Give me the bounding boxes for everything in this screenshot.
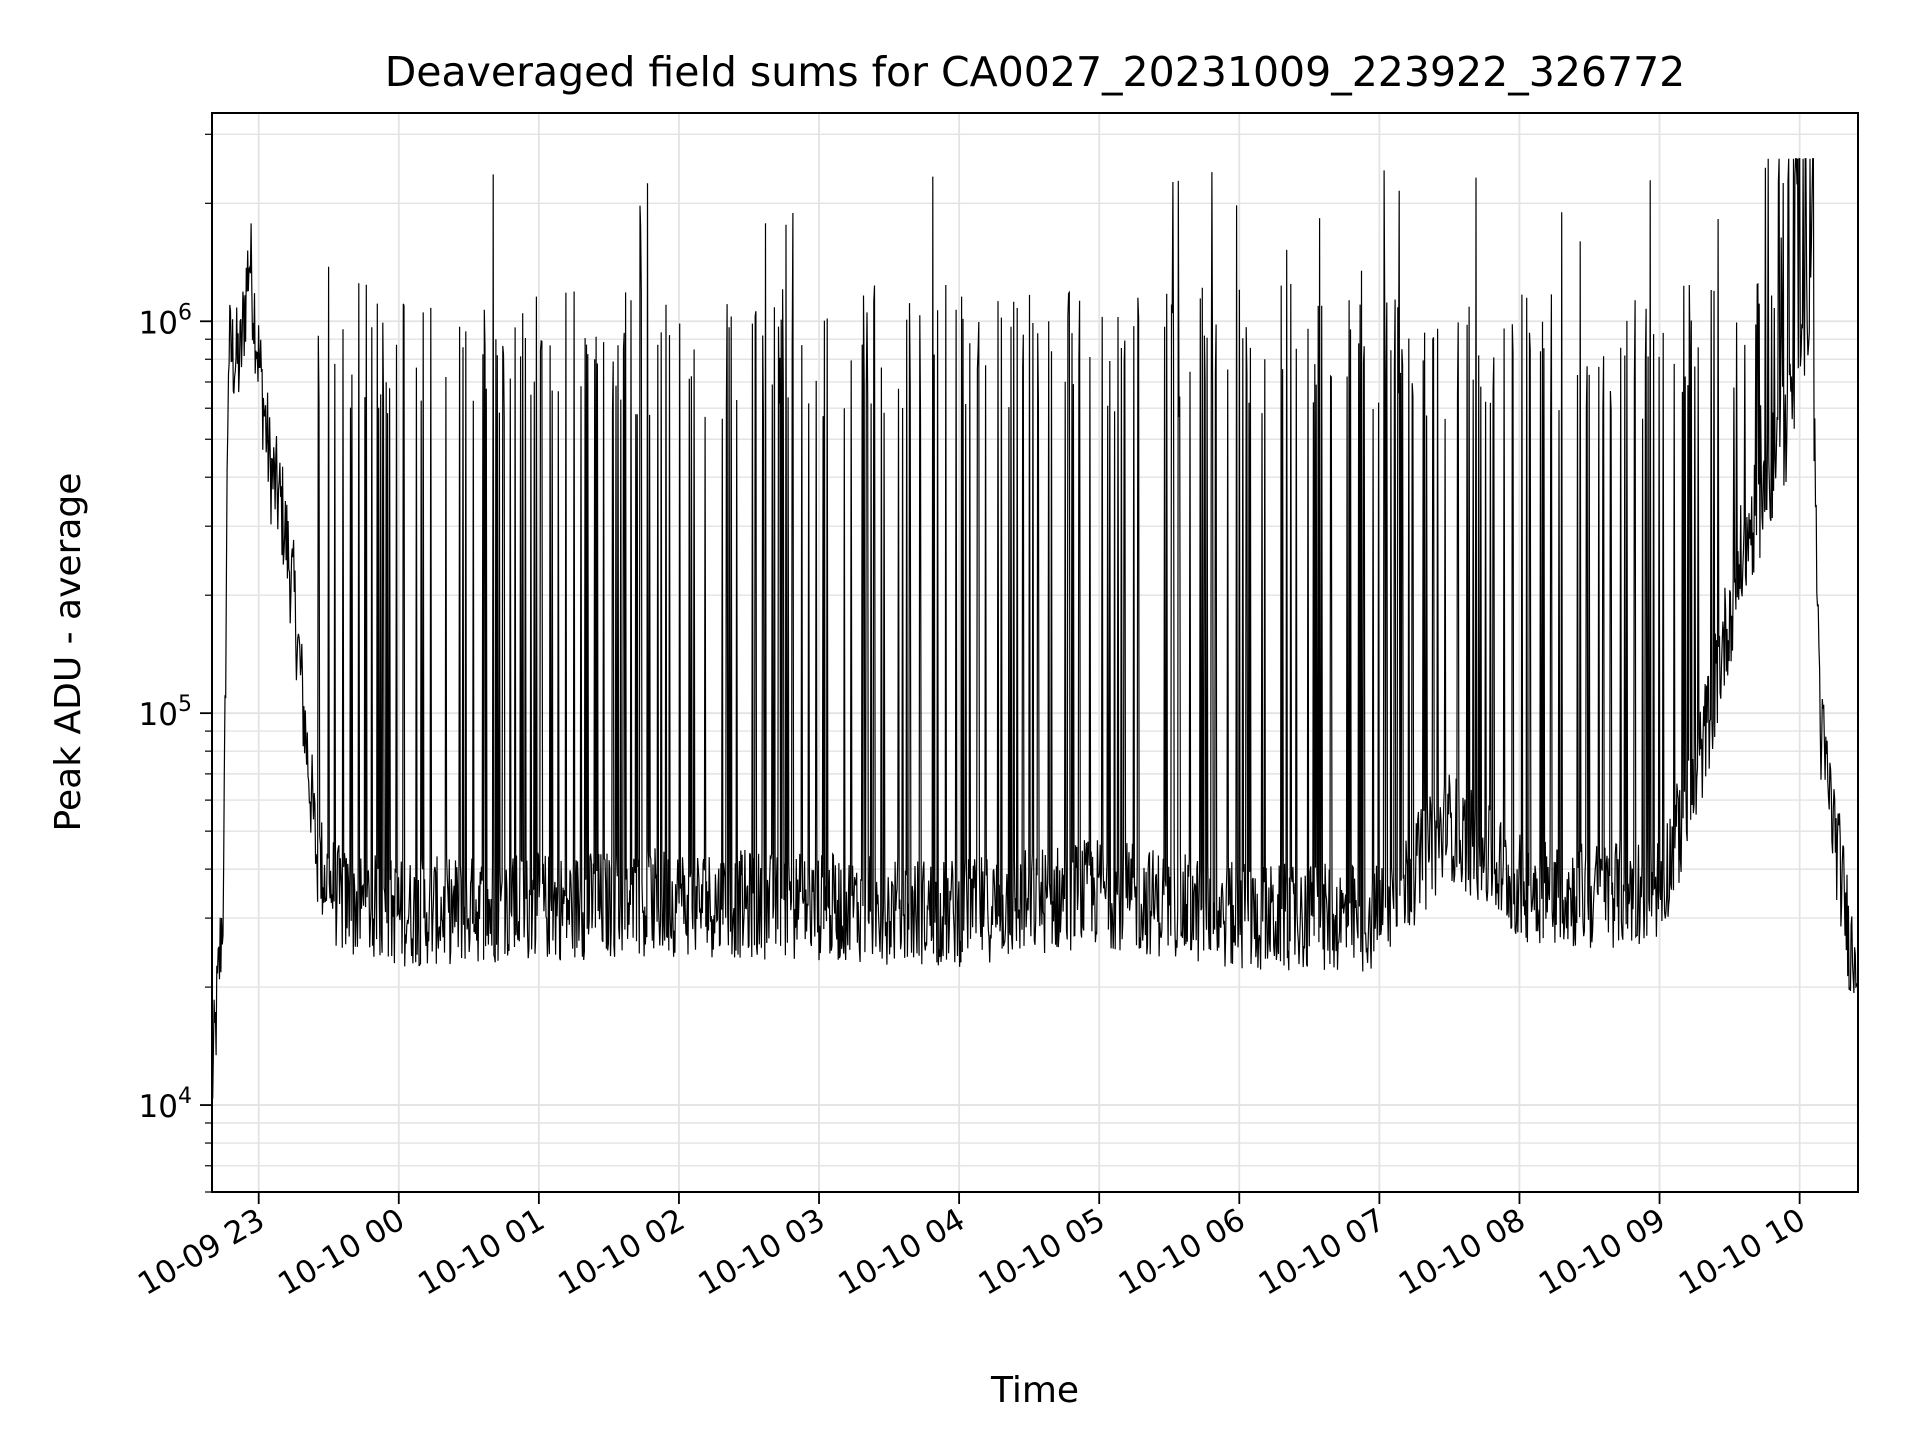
y-tick-label: 105 xyxy=(139,692,192,733)
y-axis: 104 105 106 xyxy=(139,133,212,1193)
y-axis-label: Peak ADU - average xyxy=(48,473,89,832)
y-tick-label: 106 xyxy=(139,300,192,341)
series-line xyxy=(211,158,1859,1099)
plot-area xyxy=(211,158,1859,1099)
y-tick-label: 104 xyxy=(139,1084,192,1125)
chart-title: Deaveraged field sums for CA0027_2023100… xyxy=(385,48,1686,96)
x-axis-label: Time xyxy=(990,1370,1079,1411)
plot-frame xyxy=(211,112,1859,1193)
